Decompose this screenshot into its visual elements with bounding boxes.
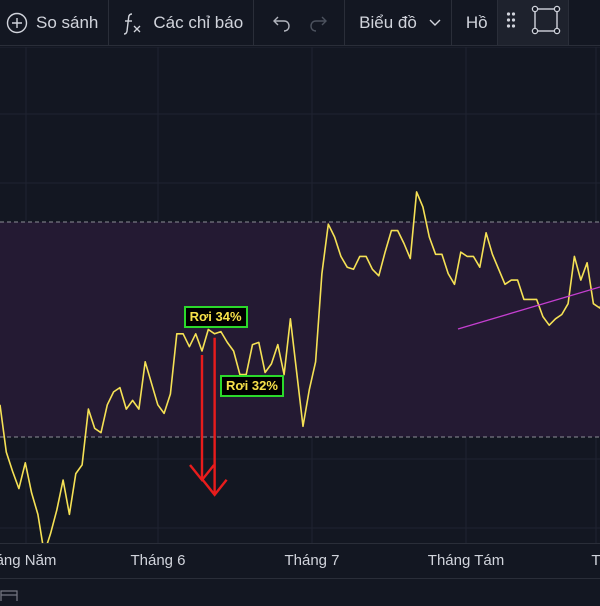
chart-type-label: Biểu đồ [359, 12, 417, 32]
redo-icon [310, 16, 328, 32]
toolbar-divider [344, 0, 346, 46]
decline-arrow [201, 337, 228, 497]
rectangle-tool-icon[interactable] [531, 5, 561, 40]
decline-annotation[interactable]: Rơi 34% [183, 305, 248, 328]
decline-arrow [189, 355, 215, 482]
x-tick-label: T [591, 552, 600, 569]
x-tick-label: áng Năm [0, 552, 57, 569]
time-axis[interactable]: áng Năm Tháng 6 Tháng 7 Tháng Tám T [0, 543, 600, 578]
more-label: Hồ [465, 12, 488, 32]
chart-pane[interactable]: Rơi 32% Rơi 34% [0, 46, 600, 554]
function-icon [123, 11, 143, 35]
redo-button[interactable] [300, 0, 344, 46]
chevron-down-icon [429, 19, 441, 27]
bottom-panel [0, 578, 600, 604]
calendar-icon[interactable] [0, 587, 20, 606]
undo-icon [273, 16, 290, 32]
plus-circle-icon [6, 12, 28, 34]
chart-type-dropdown[interactable]: Biểu đồ [345, 0, 451, 46]
x-tick-label: Tháng 6 [130, 552, 186, 569]
drag-handle-icon[interactable] [506, 11, 516, 34]
support-trend-line[interactable] [457, 286, 600, 330]
toolbar-divider [108, 0, 110, 46]
price-series-line [0, 191, 600, 554]
decline-annotation[interactable]: Rơi 32% [220, 375, 284, 397]
toolbar-divider [450, 0, 452, 46]
compare-button[interactable]: So sánh [0, 0, 108, 46]
x-tick-label: Tháng 7 [284, 552, 340, 569]
indicators-button[interactable]: Các chỉ báo [109, 0, 253, 46]
more-menu-button[interactable]: Hồ [452, 0, 498, 46]
price-chart[interactable] [0, 46, 600, 554]
compare-label: So sánh [36, 12, 99, 32]
indicators-label: Các chỉ báo [153, 12, 244, 32]
undo-button[interactable] [254, 0, 300, 46]
decline-arrows [189, 337, 228, 497]
floating-drawing-toolbar [497, 0, 569, 46]
toolbar-divider [253, 0, 255, 46]
x-tick-label: Tháng Tám [427, 552, 505, 569]
